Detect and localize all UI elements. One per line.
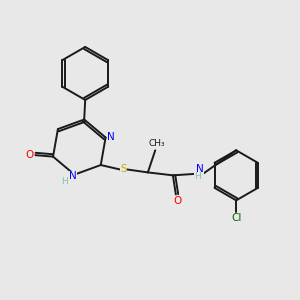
Text: Cl: Cl xyxy=(231,213,242,223)
Text: H: H xyxy=(195,172,201,181)
Text: S: S xyxy=(120,164,127,174)
Text: CH₃: CH₃ xyxy=(148,139,165,148)
Text: N: N xyxy=(107,133,115,142)
Text: N: N xyxy=(196,164,204,175)
Text: H: H xyxy=(61,177,68,186)
Text: N: N xyxy=(69,171,77,181)
Text: O: O xyxy=(173,196,182,206)
Text: O: O xyxy=(26,150,34,160)
